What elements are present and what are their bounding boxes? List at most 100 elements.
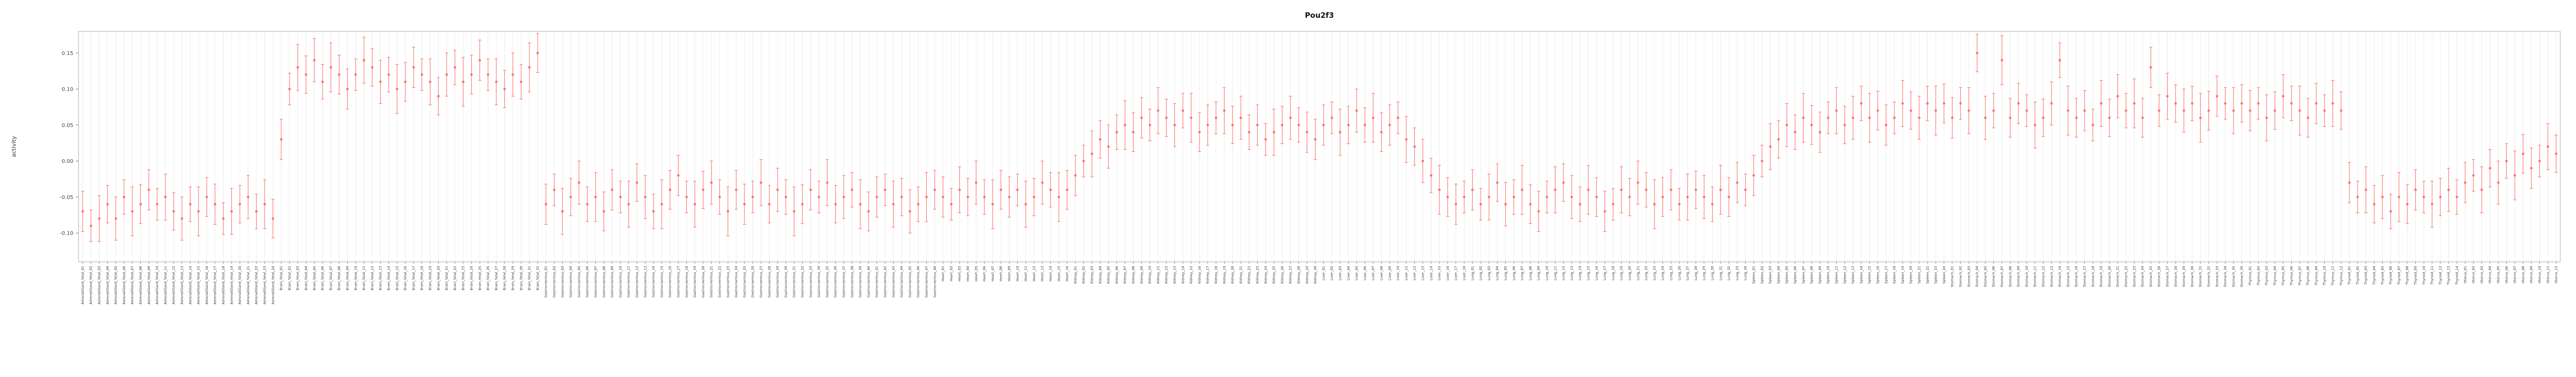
data-point xyxy=(2480,188,2483,191)
x-tick-label: Lung_27 xyxy=(1685,266,1690,280)
data-point xyxy=(2125,109,2127,112)
data-point xyxy=(2257,102,2260,105)
x-tick-label: Heart_01 xyxy=(941,266,945,282)
x-tick-label: AdrenalGland_fetal_10 xyxy=(155,266,159,304)
data-point xyxy=(2315,102,2318,105)
x-tick-label: Stomach_06 xyxy=(1992,266,1996,287)
data-point xyxy=(867,210,870,213)
data-point xyxy=(850,188,853,191)
data-point xyxy=(1463,195,1465,198)
x-tick-label: Stomach_21 xyxy=(2116,266,2120,287)
x-tick-label: Brain_fetal_04 xyxy=(304,266,308,290)
data-point xyxy=(2389,210,2392,213)
data-point xyxy=(263,203,266,206)
x-tick-label: Lung_09 xyxy=(1537,266,1541,280)
data-point xyxy=(1504,203,1507,206)
data-point xyxy=(1520,188,1524,191)
data-point xyxy=(271,217,274,220)
data-point xyxy=(519,80,523,83)
data-point xyxy=(1347,124,1350,127)
x-tick-label: Stomach_22 xyxy=(2124,266,2128,287)
data-point xyxy=(735,188,738,191)
x-tick-label: Brain_fetal_09 xyxy=(346,266,350,290)
x-tick-label: Lung_12 xyxy=(1561,266,1565,280)
data-point xyxy=(1471,188,1474,191)
x-tick-label: Kidney_14 xyxy=(1181,266,1185,284)
x-tick-label: Lung_24 xyxy=(1661,266,1665,280)
data-point xyxy=(710,181,713,184)
data-point xyxy=(2224,102,2227,105)
x-tick-label: Gastrocnemius_10 xyxy=(618,266,623,297)
y-tick-label: 0.05 xyxy=(62,123,73,128)
data-point xyxy=(1148,124,1151,127)
x-tick-label: Brain_fetal_30 xyxy=(519,266,523,290)
data-point xyxy=(1215,116,1217,119)
x-tick-label: Uterus_10 xyxy=(2538,266,2542,283)
x-tick-label: Thymus_11 xyxy=(2331,266,2335,286)
x-tick-label: Lung_29 xyxy=(1702,266,1706,280)
x-tick-label: Gastrocnemius_17 xyxy=(676,266,681,297)
x-tick-label: Brain_fetal_16 xyxy=(403,266,407,290)
data-point xyxy=(1942,102,1946,105)
x-tick-label: Brain_fetal_14 xyxy=(387,266,391,290)
x-tick-label: Kidney_28 xyxy=(1297,266,1301,284)
data-point xyxy=(1272,131,1275,134)
x-tick-label: Heart_10 xyxy=(1015,266,1019,282)
x-tick-label: Brain_fetal_15 xyxy=(395,266,399,290)
x-tick-label: Liver_18 xyxy=(1462,266,1467,280)
x-tick-label: Spleen_03 xyxy=(1768,266,1772,284)
data-point xyxy=(2348,181,2351,184)
data-point xyxy=(652,210,655,213)
x-tick-label: Liver_09 xyxy=(1387,266,1392,280)
data-point xyxy=(2207,109,2210,112)
x-tick-label: Brain_fetal_23 xyxy=(461,266,465,290)
data-point xyxy=(1248,131,1251,134)
x-tick-label: Thymus_02 xyxy=(2256,266,2260,286)
x-tick-label: Kidney_01 xyxy=(1073,266,1078,284)
data-point xyxy=(1115,131,1118,134)
x-tick-label: AdrenalGland_fetal_07 xyxy=(130,266,135,304)
x-tick-label: Liver_10 xyxy=(1396,266,1400,280)
x-tick-label: Kidney_10 xyxy=(1148,266,1152,284)
x-tick-label: Stomach_13 xyxy=(2049,266,2053,287)
data-point xyxy=(1074,174,1077,177)
x-tick-label: Brain_fetal_28 xyxy=(503,266,507,290)
data-point xyxy=(1951,116,1954,119)
data-point xyxy=(238,203,241,206)
data-point xyxy=(1810,124,1813,127)
data-point xyxy=(2456,195,2458,198)
x-tick-label: Liver_01 xyxy=(1322,266,1326,280)
data-point xyxy=(387,73,390,76)
data-point xyxy=(2008,116,2012,119)
data-point xyxy=(1479,203,1482,206)
data-point xyxy=(1223,109,1226,112)
data-point xyxy=(1926,102,1929,105)
data-point xyxy=(1355,109,1358,112)
data-point xyxy=(1429,174,1433,177)
y-tick-label: -0.10 xyxy=(60,231,73,237)
data-point xyxy=(2373,203,2375,206)
data-point xyxy=(2381,195,2384,198)
data-point xyxy=(2191,102,2194,105)
data-point xyxy=(826,181,829,184)
x-tick-label: Heart_02 xyxy=(949,266,953,282)
data-point xyxy=(1000,188,1003,191)
data-point xyxy=(1603,210,1606,213)
x-tick-label: Stomach_11 xyxy=(2033,266,2037,287)
data-point xyxy=(172,210,175,213)
chart-title: Pou2f3 xyxy=(1305,12,1334,20)
data-point xyxy=(296,66,299,69)
x-tick-label: Stomach_20 xyxy=(2107,266,2112,287)
x-tick-label: Lung_31 xyxy=(1718,266,1723,280)
data-point xyxy=(156,203,159,206)
data-point xyxy=(2083,109,2086,112)
data-point xyxy=(1984,116,1987,119)
x-tick-label: Gastrocnemius_02 xyxy=(552,266,557,297)
x-tick-label: AdrenalGland_fetal_23 xyxy=(263,266,267,304)
x-tick-label: Kidney_29 xyxy=(1305,266,1309,284)
data-point xyxy=(1330,116,1334,119)
x-tick-label: Gastrocnemius_30 xyxy=(784,266,788,297)
x-tick-label: Stomach_33 xyxy=(2215,266,2219,287)
data-point xyxy=(1132,131,1135,134)
data-point xyxy=(1165,116,1168,119)
